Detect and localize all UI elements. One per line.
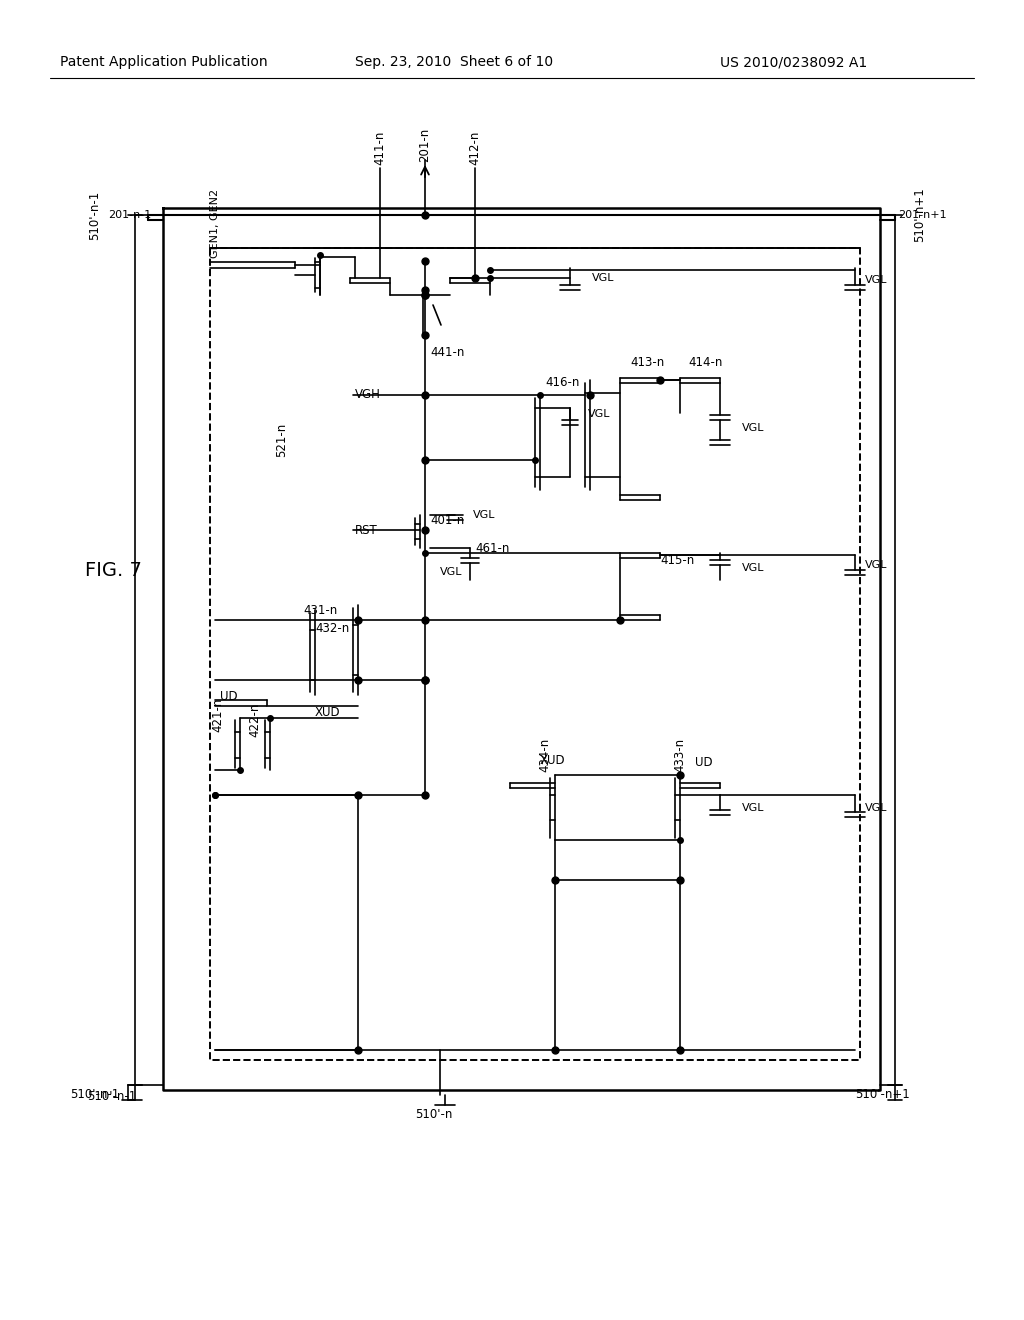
Text: 411-n: 411-n — [374, 131, 386, 165]
Text: 434-n: 434-n — [539, 738, 552, 772]
Text: 510'-n+1: 510'-n+1 — [855, 1089, 909, 1101]
Text: Sep. 23, 2010  Sheet 6 of 10: Sep. 23, 2010 Sheet 6 of 10 — [355, 55, 553, 69]
Text: UD: UD — [695, 755, 713, 768]
Text: 510'-n: 510'-n — [415, 1109, 453, 1122]
Text: 510'-n+1: 510'-n+1 — [913, 187, 927, 243]
Text: GEN1, GEN2: GEN1, GEN2 — [210, 189, 220, 257]
Text: VGL: VGL — [865, 803, 888, 813]
Text: 510'-n-1: 510'-n-1 — [88, 190, 101, 240]
Text: RST: RST — [355, 524, 378, 536]
Text: 201-n: 201-n — [419, 128, 431, 162]
Text: FIG. 7: FIG. 7 — [85, 561, 142, 579]
Text: UD: UD — [220, 690, 238, 704]
Text: 521-n: 521-n — [275, 422, 289, 457]
Text: VGL: VGL — [440, 568, 463, 577]
Text: 416-n: 416-n — [545, 376, 580, 389]
Text: 461-n: 461-n — [475, 541, 509, 554]
Text: 412-n: 412-n — [469, 131, 481, 165]
Text: US 2010/0238092 A1: US 2010/0238092 A1 — [720, 55, 867, 69]
Text: VGL: VGL — [742, 803, 765, 813]
Text: 415-n: 415-n — [660, 553, 694, 566]
Text: 413-n: 413-n — [630, 355, 665, 368]
Text: VGL: VGL — [588, 409, 610, 418]
Text: 510'-n-1: 510'-n-1 — [71, 1089, 120, 1101]
Text: VGL: VGL — [592, 273, 614, 282]
Text: VGL: VGL — [865, 560, 888, 570]
Text: 510'-n-1: 510'-n-1 — [87, 1090, 136, 1104]
Text: 414-n: 414-n — [688, 355, 722, 368]
Text: 431-n: 431-n — [303, 603, 337, 616]
Text: 201-n-1: 201-n-1 — [108, 210, 152, 220]
Text: 201-n+1: 201-n+1 — [898, 210, 946, 220]
Text: VGH: VGH — [355, 388, 381, 401]
Text: VGL: VGL — [742, 422, 765, 433]
Text: 441-n: 441-n — [430, 346, 464, 359]
Text: XUD: XUD — [315, 705, 341, 718]
Text: XUD: XUD — [540, 754, 565, 767]
Text: Patent Application Publication: Patent Application Publication — [60, 55, 267, 69]
Text: VGL: VGL — [742, 564, 765, 573]
Text: 432-n: 432-n — [315, 622, 349, 635]
Text: VGL: VGL — [865, 275, 888, 285]
Text: 421-n: 421-n — [212, 698, 224, 733]
Text: 433-n: 433-n — [674, 738, 686, 772]
Text: 401-n: 401-n — [430, 513, 464, 527]
Text: 422-n: 422-n — [249, 702, 261, 737]
Text: VGL: VGL — [473, 510, 496, 520]
